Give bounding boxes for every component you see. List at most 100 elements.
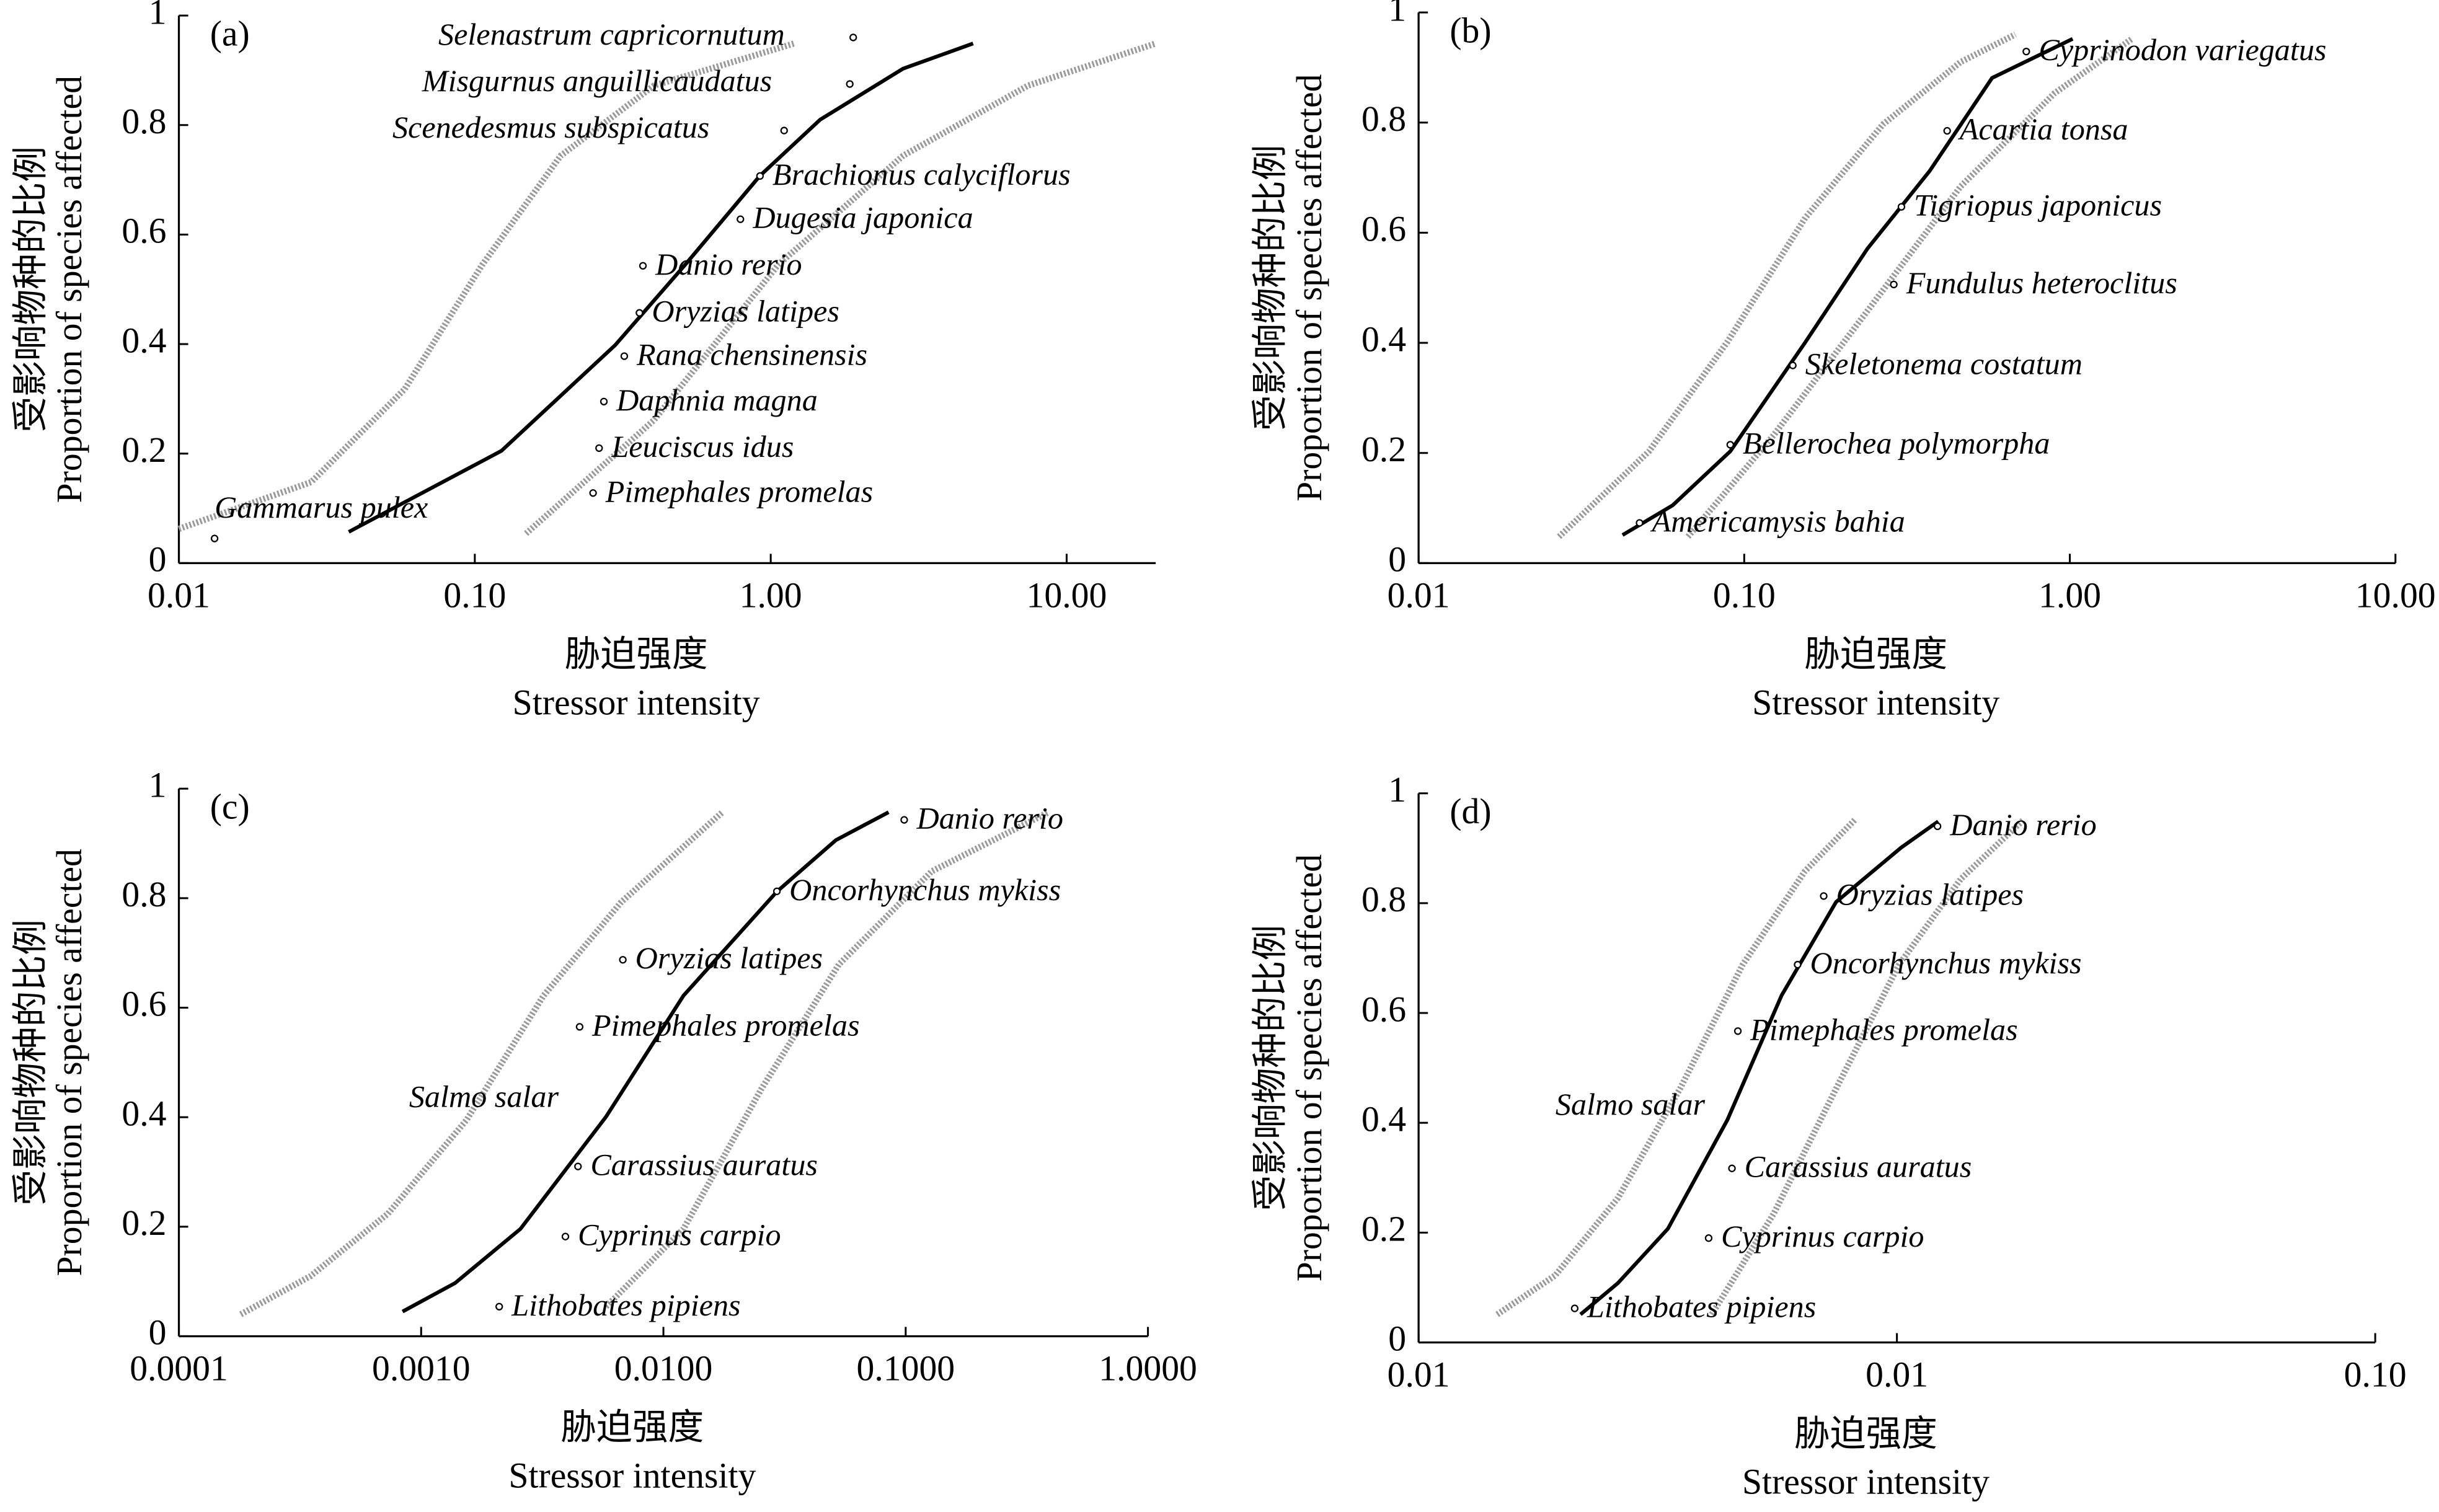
data-point	[210, 534, 219, 542]
fit-line	[1621, 37, 2074, 537]
confidence-band	[524, 40, 1157, 536]
y-tick-label: 1	[149, 766, 167, 805]
species-label: Oryzias latipes	[652, 294, 839, 329]
data-point	[2022, 47, 2030, 56]
data-point	[595, 444, 603, 453]
data-point	[1733, 1027, 1742, 1035]
species-label: Cyprinus carpio	[1721, 1219, 1924, 1253]
data-point	[495, 1302, 503, 1311]
y-tick-label: 0	[1388, 1320, 1406, 1359]
species-label: Daphnia magna	[616, 382, 818, 417]
data-point	[589, 489, 597, 497]
species-label: Acartia tonsa	[1958, 112, 2128, 146]
species-label: Salmo salar	[409, 1079, 559, 1114]
species-label: Pimephales promelas	[591, 1007, 859, 1042]
y-tick-label: 0.2	[122, 1204, 166, 1243]
y-axis-title: 受影响物种的比例	[11, 146, 50, 433]
species-label: Scenedesmus subspicatus	[392, 110, 709, 144]
y-tick-label: 0.6	[122, 985, 166, 1024]
species-label: Salmo salar	[1556, 1087, 1706, 1121]
x-tick-label: 0.01	[1866, 1355, 1928, 1394]
confidence-band	[1495, 817, 1857, 1317]
panel-label: (a)	[210, 14, 250, 53]
data-point	[1726, 441, 1734, 449]
y-tick-label: 0.4	[122, 1094, 166, 1133]
species-label: Cyprinus carpio	[578, 1218, 781, 1252]
species-label: Danio rerio	[655, 247, 802, 281]
y-tick-label: 0.6	[1361, 210, 1406, 249]
y-tick-label: 1	[1388, 771, 1406, 810]
x-tick-label: 0.0010	[372, 1349, 471, 1388]
data-point	[1789, 361, 1797, 369]
x-tick-label: 0.01	[1388, 576, 1450, 615]
species-label: Pimephales promelas	[605, 474, 873, 508]
species-label: Rana chensinensis	[636, 337, 867, 372]
confidence-band	[604, 809, 1050, 1309]
species-label: Gammarus pulex	[215, 490, 428, 524]
data-point	[1820, 892, 1828, 900]
species-label: Tigriopus japonicus	[1914, 188, 2162, 223]
y-axis-title: Proportion of species affected	[1290, 854, 1329, 1282]
y-axis-title: Proportion of species affected	[50, 849, 89, 1276]
x-axis-title: 胁迫强度	[565, 635, 708, 674]
y-tick-label: 0.6	[122, 212, 166, 251]
y-tick-label: 0.8	[122, 875, 166, 914]
species-label: Dugesia japonica	[752, 200, 973, 235]
y-tick-label: 0	[1388, 541, 1406, 580]
species-label: Lithobates pipiens	[1587, 1289, 1816, 1324]
confidence-band	[177, 40, 795, 532]
species-label: Pimephales promelas	[1750, 1012, 2017, 1046]
x-tick-label: 1.0000	[1099, 1349, 1197, 1388]
species-label: Lithobates pipiens	[511, 1288, 740, 1322]
data-point	[1728, 1164, 1736, 1172]
data-point	[772, 887, 781, 895]
y-tick-label: 0.2	[1361, 430, 1406, 469]
x-axis-title: Stressor intensity	[1752, 683, 1999, 722]
data-point	[737, 215, 745, 223]
data-point	[639, 262, 647, 270]
data-point	[849, 33, 857, 42]
x-tick-label: 1.00	[2038, 576, 2101, 615]
species-label: Americamysis bahia	[1650, 504, 1905, 539]
x-tick-label: 0.0100	[614, 1349, 713, 1388]
x-tick-label: 0.01	[148, 576, 210, 615]
y-tick-label: 0.2	[1361, 1210, 1406, 1249]
data-point	[1704, 1234, 1713, 1242]
y-tick-label: 1	[1388, 0, 1406, 29]
confidence-band	[1709, 817, 2026, 1316]
y-axis-title: 受影响物种的比例	[1251, 144, 1290, 431]
y-tick-label: 0.4	[1361, 320, 1406, 359]
species-label: Cyprinodon variegatus	[2038, 32, 2326, 67]
fit-line	[1579, 820, 1940, 1316]
species-label: Oryzias latipes	[1836, 877, 2024, 911]
x-axis-title: 胁迫强度	[1804, 635, 1947, 674]
data-point	[1794, 960, 1802, 969]
species-label: Misgurnus anguillicaudatus	[422, 63, 772, 98]
y-axis-title: Proportion of species affected	[50, 76, 89, 503]
species-label: Fundulus heteroclitus	[1906, 265, 2177, 300]
species-label: Carassius auratus	[590, 1147, 818, 1182]
data-point	[620, 352, 629, 360]
x-tick-label: 10.00	[1027, 576, 1107, 615]
species-label: Danio rerio	[1949, 807, 2096, 842]
data-point	[600, 397, 608, 405]
data-point	[780, 126, 788, 135]
y-tick-label: 0.8	[122, 102, 166, 141]
x-tick-label: 1.00	[740, 576, 802, 615]
x-tick-label: 10.00	[2355, 576, 2436, 615]
species-label: Oncorhynchus mykiss	[1810, 945, 2082, 980]
x-axis-title: Stressor intensity	[513, 683, 760, 722]
data-point	[1943, 126, 1951, 135]
y-tick-label: 0.2	[122, 431, 166, 470]
y-tick-label: 0	[149, 1314, 167, 1353]
data-point	[756, 172, 764, 180]
panel-label: (c)	[210, 788, 250, 827]
species-label: Bellerochea polymorpha	[1743, 425, 2050, 460]
x-axis-title: Stressor intensity	[1742, 1463, 1990, 1502]
species-label: Skeletonema costatum	[1805, 346, 2083, 381]
confidence-band	[239, 810, 725, 1317]
x-tick-label: 0.0001	[130, 1349, 228, 1388]
data-point	[1934, 822, 1942, 831]
species-label: Danio rerio	[916, 801, 1063, 836]
